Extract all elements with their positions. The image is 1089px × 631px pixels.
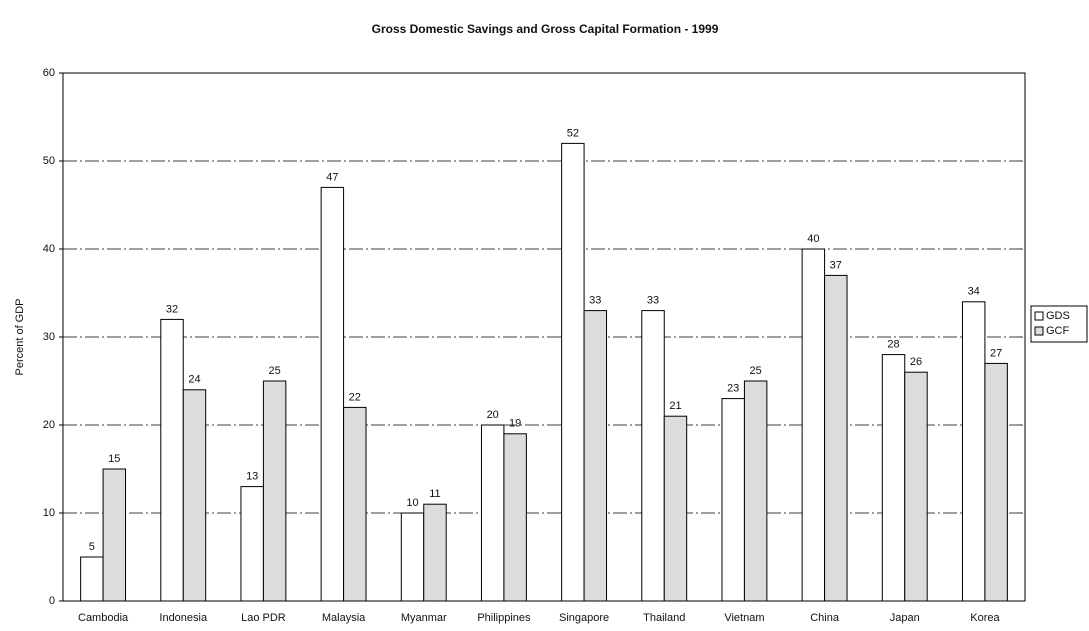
bar [423, 503, 447, 602]
y-tick-label: 50 [43, 155, 55, 167]
x-tick-label: Lao PDR [241, 612, 286, 624]
plot-frame [62, 72, 1026, 602]
y-tick-label: 60 [43, 67, 55, 79]
legend-swatch [1034, 326, 1044, 336]
x-tick-label: Vietnam [724, 612, 764, 624]
bar [400, 512, 425, 602]
bar [160, 318, 184, 602]
bar [262, 380, 287, 602]
data-label: 33 [647, 295, 659, 307]
data-label: 34 [968, 286, 980, 298]
data-label: 13 [246, 471, 258, 483]
bar [721, 398, 745, 602]
bar [641, 310, 665, 602]
data-label: 11 [429, 488, 440, 500]
bar [102, 468, 127, 602]
bar [984, 362, 1008, 602]
bar [881, 354, 906, 602]
data-label: 23 [727, 383, 739, 395]
y-axis-label: Percent of GDP [14, 298, 26, 375]
y-tick-label: 40 [43, 243, 55, 255]
bar [480, 424, 505, 602]
legend-swatch [1034, 311, 1044, 321]
bar [182, 389, 207, 602]
x-tick-label: Korea [970, 612, 1000, 624]
data-label: 40 [807, 233, 819, 245]
legend-label: GDS [1046, 310, 1070, 322]
x-tick-label: Japan [890, 612, 920, 624]
y-tick-label: 10 [43, 507, 55, 519]
bar [80, 556, 104, 602]
y-tick-label: 30 [43, 331, 55, 343]
data-label: 25 [750, 365, 762, 377]
bar [240, 486, 264, 602]
x-tick-label: China [810, 612, 840, 624]
chart-title: Gross Domestic Savings and Gross Capital… [372, 22, 719, 36]
data-label: 25 [269, 365, 281, 377]
data-label: 33 [589, 295, 601, 307]
data-label: 15 [108, 453, 120, 465]
bar [801, 248, 826, 602]
data-label: 32 [166, 303, 178, 315]
data-label: 26 [910, 356, 922, 368]
bar [343, 406, 367, 602]
y-tick-label: 20 [43, 419, 55, 431]
x-tick-label: Singapore [559, 612, 609, 624]
data-label: 28 [887, 339, 899, 351]
y-tick-label: 0 [49, 595, 55, 607]
x-tick-label: Myanmar [401, 612, 447, 624]
data-label: 22 [349, 391, 361, 403]
data-label: 20 [487, 409, 499, 421]
data-label: 19 [509, 418, 521, 430]
bar [824, 274, 848, 602]
bar [320, 186, 345, 602]
x-tick-label: Malaysia [322, 612, 366, 624]
data-label: 52 [567, 127, 579, 139]
x-tick-label: Cambodia [78, 612, 129, 624]
data-label: 21 [669, 400, 681, 412]
data-label: 10 [406, 497, 418, 509]
x-tick-label: Indonesia [159, 612, 208, 624]
bar [503, 433, 527, 602]
data-label: 47 [326, 171, 338, 183]
bar [743, 380, 768, 602]
data-label: 27 [990, 347, 1002, 359]
x-tick-label: Thailand [643, 612, 685, 624]
bar [904, 371, 928, 602]
data-label: 5 [89, 541, 95, 553]
bar [583, 310, 608, 602]
bar [561, 142, 585, 602]
bar [663, 415, 688, 602]
legend-label: GCF [1046, 325, 1070, 337]
x-tick-label: Philippines [477, 612, 531, 624]
data-label: 37 [830, 259, 842, 271]
bar [961, 301, 986, 602]
data-label: 24 [188, 374, 200, 386]
